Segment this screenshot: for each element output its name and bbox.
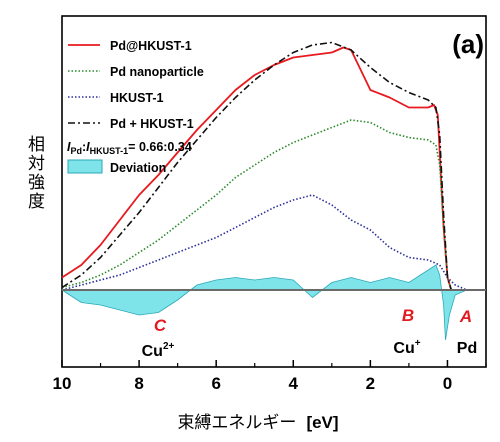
plot-frame [61, 15, 487, 368]
y-axis-label: 相対強度 [24, 135, 45, 211]
x-tick-label: 2 [366, 374, 375, 393]
x-tick-label: 10 [53, 374, 72, 393]
legend-label-hkust: HKUST-1 [110, 91, 164, 105]
series-deviation-area [60, 264, 486, 341]
ratio-note: IPd:IHKUST-1= 0.66:0.34 [67, 140, 192, 156]
legend-label-deviation: Deviation [110, 161, 166, 175]
x-tick-label: 8 [134, 374, 143, 393]
x-tick-label: 6 [211, 374, 220, 393]
legend-swatch-deviation [67, 159, 103, 174]
series-line-1 [61, 46, 486, 291]
peak-annotations: C Cu2+ B Cu+ A Pd [142, 306, 478, 360]
legend-label-pd-plus-hkust: Pd + HKUST-1 [110, 117, 194, 131]
series-layer [60, 41, 486, 341]
annotation-label-pd: Pd [457, 340, 477, 357]
x-tick-label: 0 [443, 374, 452, 393]
series-line-3 [61, 194, 486, 291]
legend: Pd@HKUST-1 Pd nanoparticle HKUST-1 Pd + … [67, 39, 204, 175]
panel-label: (a) [452, 29, 484, 59]
x-tick-layer: 10 8 6 4 2 0 [53, 360, 487, 393]
annotation-letter-b: B [402, 306, 414, 325]
annotation-label-cuplus: Cu+ [393, 338, 420, 357]
x-axis-label: 束縛エネルギー [eV] [177, 413, 338, 433]
x-tick-label: 4 [289, 374, 299, 393]
legend-label-pd-hkust: Pd@HKUST-1 [110, 39, 192, 53]
annotation-letter-a: A [459, 307, 472, 326]
annotation-label-cu2plus: Cu2+ [142, 341, 175, 360]
legend-label-pd-nanoparticle: Pd nanoparticle [110, 65, 204, 79]
annotation-letter-c: C [154, 316, 167, 335]
